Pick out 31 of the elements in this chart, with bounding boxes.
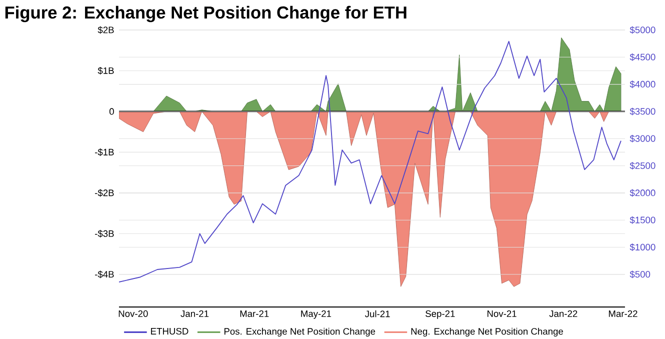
legend-label: Neg. Exchange Net Position Change — [411, 328, 563, 337]
y2-tick-label: $1500 — [630, 216, 656, 224]
y2-tick-label: $2000 — [630, 189, 656, 197]
y-tick-label: -$3B — [95, 230, 114, 238]
x-tick-label: Jan-22 — [549, 310, 578, 317]
y2-tick-label: $2500 — [630, 162, 656, 170]
legend-label: Pos. Exchange Net Position Change — [224, 328, 376, 337]
chart-title: Figure 2: Exchange Net Position Change for ETH — [5, 6, 406, 22]
x-tick-label: Nov-20 — [118, 310, 148, 317]
y-tick-label: $2B — [98, 26, 114, 34]
y2-tick-label: $1000 — [630, 243, 656, 252]
y-tick-label: -$1B — [95, 148, 114, 156]
y2-tick-label: $4000 — [630, 80, 656, 88]
y2-tick-label: $3000 — [630, 134, 656, 142]
x-tick-label: Sep-21 — [426, 310, 455, 319]
y-tick-label: $1B — [98, 66, 114, 75]
y-tick-label: 0 — [109, 108, 114, 115]
y-tick-label: -$2B — [95, 189, 114, 197]
x-tick-label: Jul-21 — [364, 310, 390, 318]
x-tick-label: Nov-21 — [488, 310, 516, 317]
x-tick-label: Jan-21 — [180, 310, 209, 317]
y2-tick-label: $500 — [630, 270, 650, 278]
y2-tick-label: $5000 — [630, 26, 656, 34]
y2-tick-label: $4500 — [630, 53, 656, 61]
x-tick-label: Mar-22 — [608, 310, 638, 317]
legend-label: ETHUSD — [151, 328, 188, 335]
x-tick-label: May-21 — [301, 310, 332, 319]
line-series — [119, 40, 622, 282]
y-tick-label: -$4B — [95, 270, 114, 278]
x-tick-label: Mar-21 — [240, 310, 269, 317]
y2-tick-label: $3500 — [630, 108, 656, 116]
